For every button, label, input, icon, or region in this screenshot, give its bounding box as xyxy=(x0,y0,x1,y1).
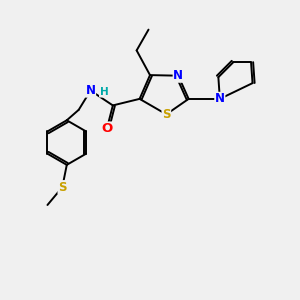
Text: N: N xyxy=(85,84,96,97)
Text: S: S xyxy=(162,108,171,121)
Text: S: S xyxy=(58,181,67,194)
Text: O: O xyxy=(101,122,112,135)
Text: H: H xyxy=(100,87,108,97)
Text: N: N xyxy=(215,92,225,105)
Text: N: N xyxy=(173,69,183,82)
